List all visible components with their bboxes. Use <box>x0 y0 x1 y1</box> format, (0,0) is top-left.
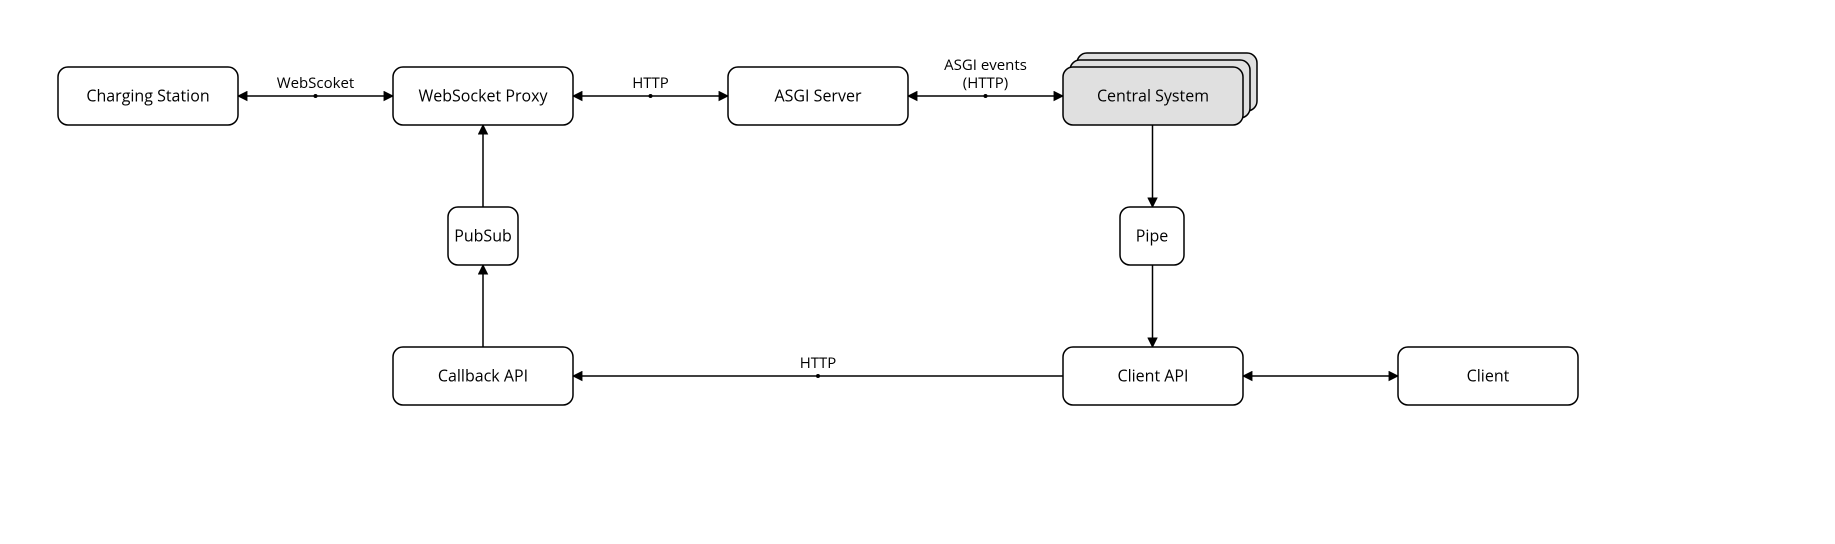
node-pubsub: PubSub <box>448 207 518 265</box>
edge-mid-dot <box>816 374 820 378</box>
diagram-canvas: WebScoket HTTP ASGI events(HTTP) HTTP Chargi… <box>0 0 1835 544</box>
node-label: Central System <box>1097 84 1209 106</box>
node-label: Callback API <box>438 364 528 386</box>
node-label: Client API <box>1117 364 1188 386</box>
edge-mid-dot <box>984 94 988 98</box>
edge-label-capi_cb: HTTP <box>800 353 837 373</box>
node-client_api: Client API <box>1063 347 1243 405</box>
edge-mid-dot <box>649 94 653 98</box>
node-central_system: Central System <box>1063 53 1257 125</box>
node-label: ASGI Server <box>775 84 862 106</box>
node-websocket_proxy: WebSocket Proxy <box>393 67 573 125</box>
edge-mid-dot <box>314 94 318 98</box>
node-label: PubSub <box>454 224 512 246</box>
node-label: Pipe <box>1136 224 1168 246</box>
edge-label-asgi_cs: ASGI events(HTTP) <box>944 55 1027 93</box>
edge-label-ws_asgi: HTTP <box>632 73 669 93</box>
node-label: Charging Station <box>86 84 209 106</box>
node-charging_station: Charging Station <box>58 67 238 125</box>
edge-label-cs_wsproxy: WebScoket <box>277 73 355 93</box>
node-client: Client <box>1398 347 1578 405</box>
node-asgi_server: ASGI Server <box>728 67 908 125</box>
node-label: Client <box>1467 364 1510 386</box>
node-pipe: Pipe <box>1120 207 1184 265</box>
node-label: WebSocket Proxy <box>418 84 548 106</box>
node-callback_api: Callback API <box>393 347 573 405</box>
